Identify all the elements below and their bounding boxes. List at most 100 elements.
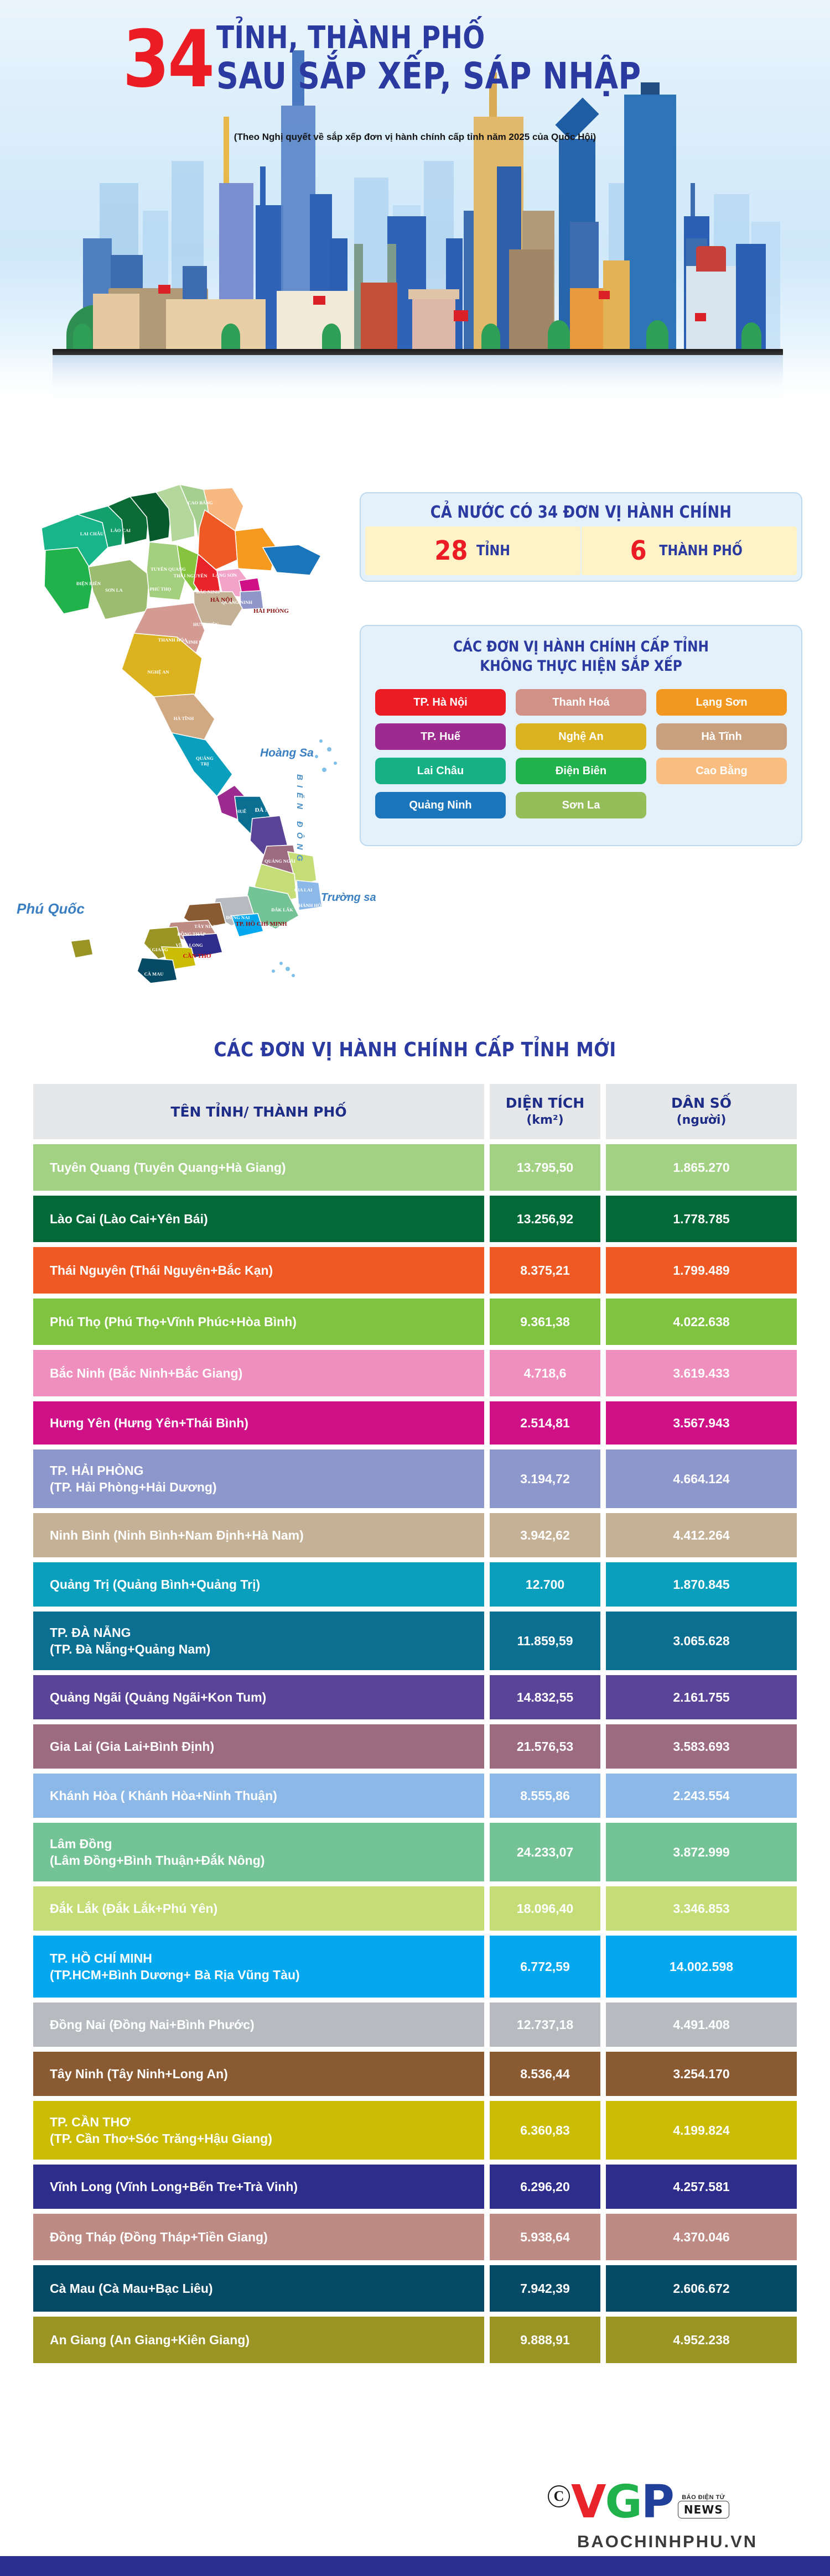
row-area-cell: 14.832,55 — [490, 1675, 600, 1719]
svg-text:HUẾ: HUẾ — [236, 809, 247, 814]
svg-text:NINH BÌNH: NINH BÌNH — [185, 639, 211, 645]
row-name-cell: Gia Lai (Gia Lai+Bình Định) — [33, 1724, 484, 1769]
no-merge-chip[interactable]: Quảng Ninh — [375, 792, 506, 818]
no-merge-chip[interactable]: Sơn La — [516, 792, 646, 818]
row-area-cell: 4.718,6 — [490, 1350, 600, 1396]
table-row: An Giang (An Giang+Kiên Giang) 9.888,91 4.… — [33, 2317, 797, 2363]
col-header-area-label: DIỆN TÍCH — [505, 1095, 585, 1111]
svg-text:PHÚ THỌ: PHÚ THỌ — [150, 586, 172, 592]
svg-text:NGHỆ AN: NGHỆ AN — [148, 669, 170, 675]
table-header-row: TÊN TỈNH/ THÀNH PHỐ DIỆN TÍCH (km²) DÂN SỐ (… — [33, 1084, 797, 1139]
table-row: Vĩnh Long (Vĩnh Long+Bến Tre+Trà Vinh) 6.… — [33, 2165, 797, 2209]
row-population-cell: 3.065.628 — [606, 1612, 797, 1670]
row-name-cell: Đắk Lắk (Đắk Lắk+Phú Yên) — [33, 1886, 484, 1931]
stat-cities: 6 THÀNH PHỐ — [582, 526, 797, 575]
svg-text:LAI CHÂU: LAI CHÂU — [80, 531, 103, 536]
row-name-cell: TP. HỒ CHÍ MINH (TP.HCM+Bình Dương+ Bà Rị… — [33, 1936, 484, 1998]
row-province-name: TP. HỒ CHÍ MINH — [50, 1951, 152, 1965]
svg-text:ĐIỆN BIÊN: ĐIỆN BIÊN — [76, 581, 101, 586]
row-area-cell: 5.938,64 — [490, 2214, 600, 2260]
svg-text:TRỊ: TRỊ — [200, 761, 209, 766]
logo-letter-g: G — [605, 2476, 642, 2528]
row-province-name: Tây Ninh (Tây Ninh+Long An) — [50, 2066, 228, 2081]
row-province-components: (Lâm Đồng+Bình Thuận+Đắk Nông) — [50, 1853, 265, 1868]
svg-text:HƯNG YÊN: HƯNG YÊN — [193, 622, 219, 627]
summary-box-title: CẢ NƯỚC CÓ 34 ĐƠN VỊ HÀNH CHÍNH — [430, 503, 732, 522]
row-name-cell: Đồng Tháp (Đồng Tháp+Tiền Giang) — [33, 2214, 484, 2260]
header-fade — [0, 348, 830, 420]
table-row: Tây Ninh (Tây Ninh+Long An) 8.536,44 3.254… — [33, 2052, 797, 2096]
no-merge-chip[interactable]: Cao Bằng — [656, 758, 787, 784]
row-name-cell: Cà Mau (Cà Mau+Bạc Liêu) — [33, 2265, 484, 2312]
row-population-cell: 1.799.489 — [606, 1247, 797, 1294]
table-row: Đắk Lắk (Đắk Lắk+Phú Yên) 18.096,40 3.346.… — [33, 1886, 797, 1931]
table-title: CÁC ĐƠN VỊ HÀNH CHÍNH CẤP TỈNH MỚI — [214, 1039, 616, 1061]
row-population-cell: 1.865.270 — [606, 1144, 797, 1191]
row-name-cell: Khánh Hòa ( Khánh Hòa+Ninh Thuận) — [33, 1774, 484, 1818]
vietnam-map: LAI CHÂU LÀO CAI CAO BẰNG ĐIỆN BIÊN SƠN LA… — [41, 483, 337, 984]
no-merge-chip[interactable]: TP. Huế — [375, 723, 506, 750]
row-population-cell: 3.254.170 — [606, 2052, 797, 2096]
svg-text:BẮC NINH: BẮC NINH — [196, 589, 220, 595]
row-population-cell: 3.567.943 — [606, 1401, 797, 1445]
table-row: Đồng Tháp (Đồng Tháp+Tiền Giang) 5.938,64… — [33, 2214, 797, 2260]
table-row: Bắc Ninh (Bắc Ninh+Bắc Giang) 4.718,6 3.61… — [33, 1350, 797, 1396]
copyright-icon: C — [548, 2485, 570, 2507]
row-population-cell: 4.412.264 — [606, 1513, 797, 1557]
row-province-name: Quảng Ngãi (Quảng Ngãi+Kon Tum) — [50, 1689, 267, 1704]
no-merge-chip[interactable]: Nghệ An — [516, 723, 646, 750]
row-population-cell: 3.583.693 — [606, 1724, 797, 1769]
row-area-cell: 7.942,39 — [490, 2265, 600, 2312]
svg-text:CAO BẰNG: CAO BẰNG — [188, 500, 213, 505]
row-name-cell: Thái Nguyên (Thái Nguyên+Bắc Kạn) — [33, 1247, 484, 1294]
summary-box: CẢ NƯỚC CÓ 34 ĐƠN VỊ HÀNH CHÍNH 28 TỈNH … — [360, 492, 802, 582]
no-merge-chip[interactable]: Lạng Sơn — [656, 689, 787, 716]
table-row: Gia Lai (Gia Lai+Bình Định) 21.576,53 3.58… — [33, 1724, 797, 1769]
svg-text:HÀ TĨNH: HÀ TĨNH — [174, 716, 194, 721]
row-name-cell: TP. HẢI PHÒNG (TP. Hải Phòng+Hải Dương) — [33, 1449, 484, 1508]
row-name-cell: An Giang (An Giang+Kiên Giang) — [33, 2317, 484, 2363]
row-area-cell: 3.942,62 — [490, 1513, 600, 1557]
headline-line-1: TỈNH, THÀNH PHỐ — [216, 20, 485, 56]
row-name-cell: TP. CẦN THƠ (TP. Cần Thơ+Sóc Trăng+Hậu Gi… — [33, 2101, 484, 2160]
news-badge-pill: NEWS — [677, 2501, 729, 2518]
row-population-cell: 4.664.124 — [606, 1449, 797, 1508]
row-name-cell: Tây Ninh (Tây Ninh+Long An) — [33, 2052, 484, 2096]
header-banner: 34 TỈNH, THÀNH PHỐ SAU SẮP XẾP, SÁP NHẬP… — [0, 0, 830, 420]
logo-letter-v: V — [571, 2476, 606, 2528]
row-name-cell: TP. ĐÀ NẴNG (TP. Đà Nẵng+Quảng Nam) — [33, 1612, 484, 1670]
col-header-pop-unit: (người) — [676, 1113, 727, 1127]
row-province-name: Phú Thọ (Phú Thọ+Vĩnh Phúc+Hòa Bình) — [50, 1314, 297, 1329]
row-area-cell: 3.194,72 — [490, 1449, 600, 1508]
table-row: Cà Mau (Cà Mau+Bạc Liêu) 7.942,39 2.606.67… — [33, 2265, 797, 2312]
svg-text:QUẢNG: QUẢNG — [196, 755, 214, 761]
no-merge-chip[interactable]: Điện Biên — [516, 758, 646, 784]
table-row: Thái Nguyên (Thái Nguyên+Bắc Kạn) 8.375,2… — [33, 1247, 797, 1294]
col-header-pop-label: DÂN SỐ — [671, 1095, 732, 1111]
col-header-pop: DÂN SỐ (người) — [606, 1084, 797, 1139]
row-name-cell: Lào Cai (Lào Cai+Yên Bái) — [33, 1196, 484, 1242]
col-header-name: TÊN TỈNH/ THÀNH PHỐ — [33, 1084, 484, 1139]
no-merge-chip[interactable]: Lai Châu — [375, 758, 506, 784]
table-row: Phú Thọ (Phú Thọ+Vĩnh Phúc+Hòa Bình) 9.36… — [33, 1299, 797, 1345]
row-province-name: Vĩnh Long (Vĩnh Long+Bến Tre+Trà Vinh) — [50, 2179, 298, 2194]
site-url: BAOCHINHPHU.VN — [577, 2532, 758, 2551]
svg-text:AN GIANG: AN GIANG — [144, 947, 168, 952]
vgp-logo[interactable]: C VGP BÁO ĐIỆN TỬ NEWS — [548, 2479, 729, 2526]
row-population-cell: 2.243.554 — [606, 1774, 797, 1818]
svg-text:TUYÊN QUANG: TUYÊN QUANG — [151, 566, 186, 572]
no-merge-chip[interactable]: TP. Hà Nội — [375, 689, 506, 716]
table-row: TP. HỒ CHÍ MINH (TP.HCM+Bình Dương+ Bà Rị… — [33, 1936, 797, 1998]
news-badge-caption: BÁO ĐIỆN TỬ — [682, 2494, 725, 2501]
provinces-table: TÊN TỈNH/ THÀNH PHỐ DIỆN TÍCH (km²) DÂN SỐ (… — [33, 1084, 797, 2368]
no-merge-chip[interactable]: Thanh Hoá — [516, 689, 646, 716]
headline-subtitle: (Theo Nghị quyết về sắp xếp đơn vị hành … — [234, 132, 596, 142]
no-merge-chip[interactable]: Hà Tĩnh — [656, 723, 787, 750]
table-row: Lào Cai (Lào Cai+Yên Bái) 13.256,92 1.778.… — [33, 1196, 797, 1242]
no-merge-box-title: CÁC ĐƠN VỊ HÀNH CHÍNH CẤP TỈNH KHÔNG THỰ… — [392, 626, 771, 676]
table-row: Lâm Đồng (Lâm Đồng+Bình Thuận+Đắk Nông) 24… — [33, 1823, 797, 1881]
row-province-components: (TP. Đà Nẵng+Quảng Nam) — [50, 1642, 211, 1656]
row-area-cell: 12.737,18 — [490, 2003, 600, 2047]
table-row: TP. ĐÀ NẴNG (TP. Đà Nẵng+Quảng Nam) 11.859… — [33, 1612, 797, 1670]
row-area-cell: 2.514,81 — [490, 1401, 600, 1445]
